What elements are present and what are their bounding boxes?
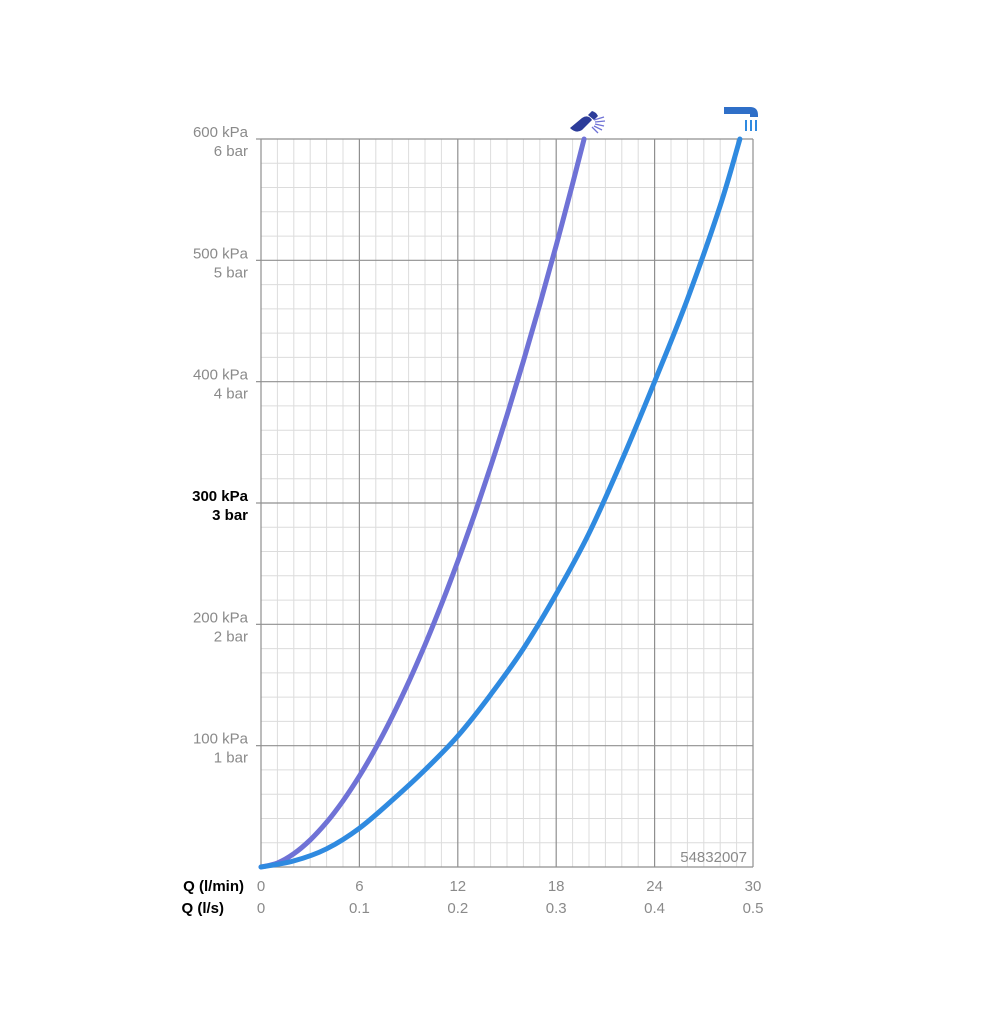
y-tick-label-kpa: 100 kPa [193,731,249,748]
y-tick-label-bar: 5 bar [214,264,248,281]
y-tick-label-bar: 2 bar [214,628,248,645]
x-tick-label-ls: 0 [257,900,265,917]
y-axis-ticks: 100 kPa 1 bar 200 kPa 2 bar 300 kPa 3 bar 400 … [192,124,249,767]
chart-id-label: 54832007 [680,849,747,866]
y-tick-label-bar: 3 bar [212,507,248,524]
x-axis-label-secondary: Q (l/s) [181,900,224,917]
y-tick-label-bar: 1 bar [214,750,248,767]
y-tick-label-kpa: 200 kPa [193,609,249,626]
x-tick-label-ls: 0.1 [349,900,370,917]
hand-shower-spray-icon [570,111,606,134]
x-tick-label-lmin: 24 [646,878,663,895]
series-lines [258,136,743,870]
x-tick-label-ls: 0.4 [644,900,665,917]
x-tick-label-ls: 0.5 [743,900,764,917]
y-tick-label-bar: 6 bar [214,143,248,160]
bath-spout-icon [724,107,758,131]
y-tick-label-kpa: 600 kPa [193,124,249,141]
y-tick-label-kpa: 500 kPa [193,245,249,262]
x-tick-label-lmin: 30 [745,878,762,895]
y-tick-label-bar: 4 bar [214,386,248,403]
y-tick-label-kpa: 400 kPa [193,367,249,384]
x-tick-label-lmin: 0 [257,878,265,895]
series-line-hand-shower-spray [258,136,587,870]
x-axis-ticks: 0 0 6 0.1 12 0.2 18 0.3 24 0.4 30 0.5 [257,878,764,917]
x-tick-label-ls: 0.3 [546,900,567,917]
x-axis-label-primary: Q (l/min) [183,878,244,895]
x-tick-label-lmin: 6 [355,878,363,895]
x-tick-label-lmin: 12 [449,878,466,895]
x-tick-label-ls: 0.2 [447,900,468,917]
x-tick-label-lmin: 18 [548,878,565,895]
y-tick-label-kpa: 300 kPa [192,488,249,505]
major-grid [256,138,754,868]
series-line-bath-spout [258,136,743,870]
